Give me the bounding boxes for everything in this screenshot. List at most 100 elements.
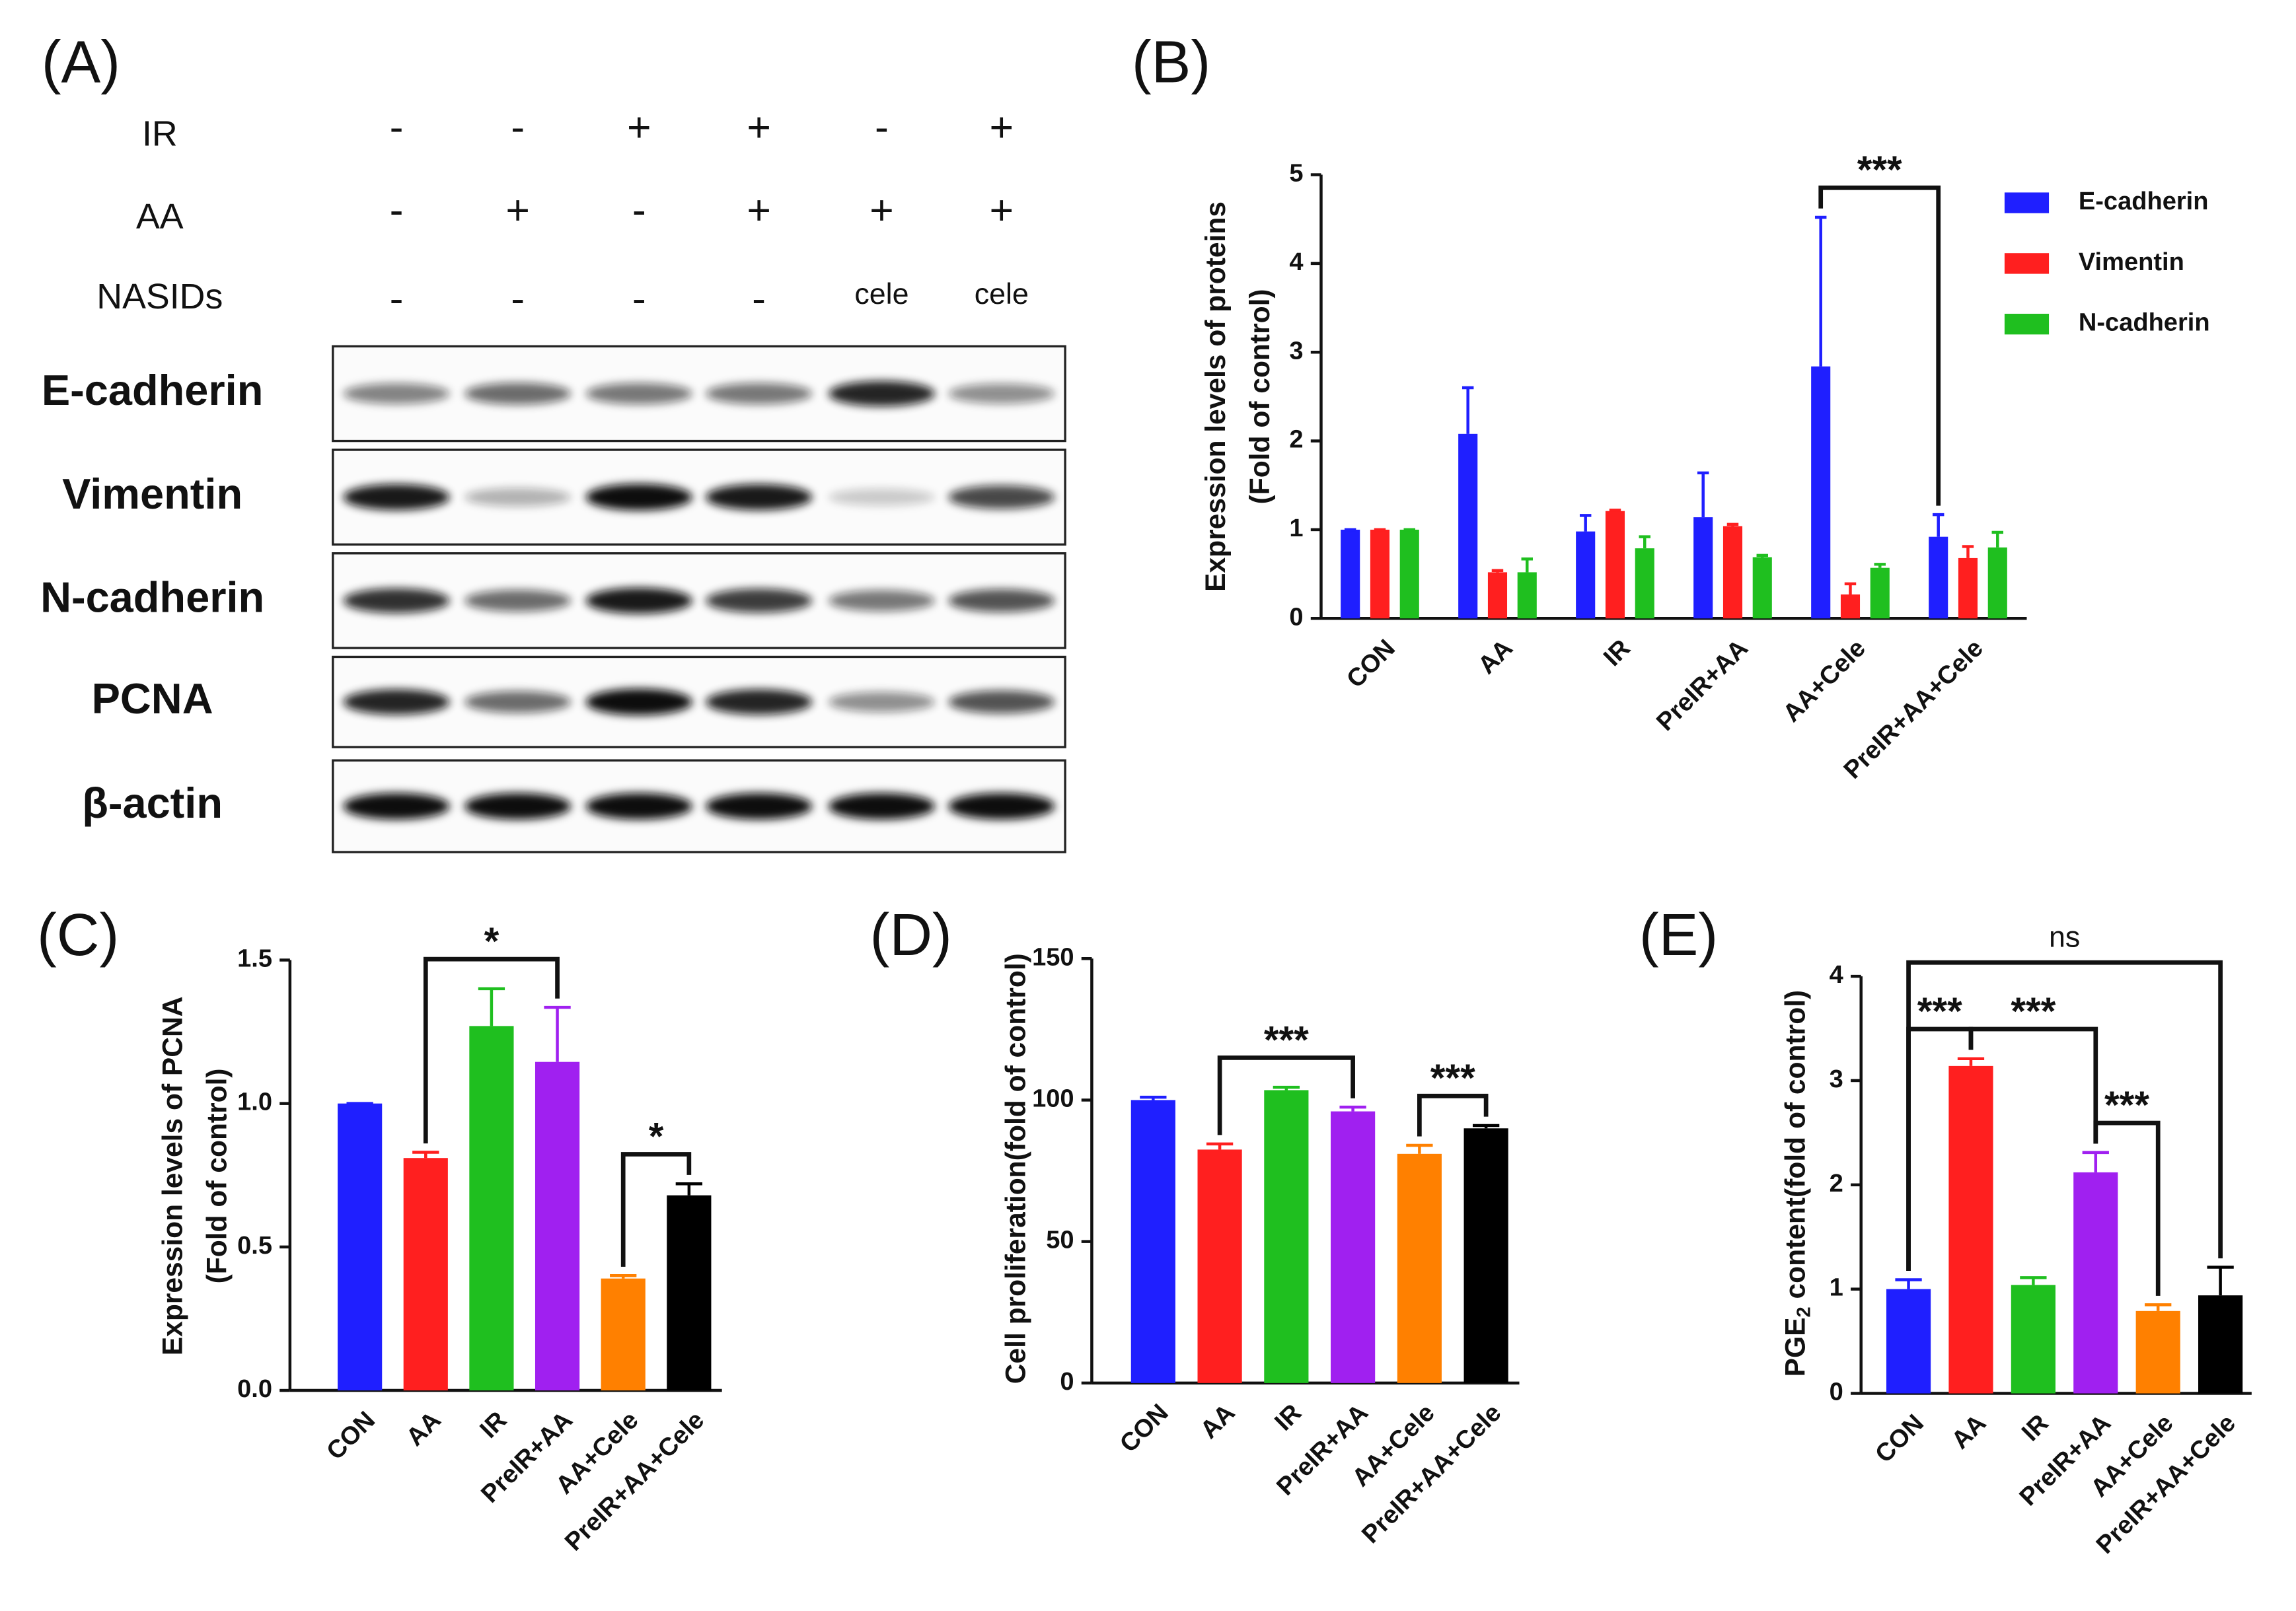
blot-band (948, 690, 1055, 714)
y-axis-label: Cell proliferation(fold of control) (1000, 953, 1032, 1384)
blot-band (464, 382, 572, 405)
treatment-sign: - (511, 276, 525, 322)
bar (1929, 536, 1948, 619)
y-tick-label: 5 (1289, 160, 1303, 188)
treatment-sign: - (875, 104, 889, 151)
treatment-sign: + (870, 187, 894, 233)
legend-label: E-cadherin (2079, 188, 2209, 215)
blot-box (332, 345, 1066, 443)
bar (1635, 548, 1654, 619)
y-tick-label: 50 (1046, 1227, 1074, 1254)
bar (1752, 557, 1772, 619)
y-tick-label: 1.0 (237, 1089, 272, 1116)
significance-bracket (1417, 1093, 1489, 1137)
blot-band (828, 590, 936, 612)
y-axis-label: Expression levels of proteins (1200, 201, 1232, 592)
y-axis-label: (Fold of control) (1244, 289, 1276, 504)
significance-bracket (1968, 1026, 2098, 1144)
protein-label: E-cadherin (42, 366, 264, 414)
bar (1370, 529, 1390, 619)
blot-band (948, 589, 1055, 612)
bar (1487, 572, 1508, 619)
bar (1605, 511, 1625, 619)
treatment-sign: + (505, 187, 530, 233)
blot-band (343, 689, 450, 715)
blot-band (585, 793, 692, 820)
y-axis-label-subscript: 2 (1793, 1307, 1814, 1317)
bar (1463, 1128, 1508, 1383)
bar (1722, 526, 1743, 619)
blot-band (464, 691, 572, 713)
treatment-sign: cele (975, 277, 1029, 310)
y-axis-label: Expression levels of PCNA (157, 997, 188, 1356)
bar (469, 1026, 514, 1391)
bar (2011, 1285, 2055, 1394)
bar (1576, 531, 1596, 619)
bar (2198, 1295, 2243, 1394)
y-tick-label: 3 (1830, 1065, 1843, 1093)
treatment-sign: - (632, 187, 646, 233)
bar (1341, 529, 1360, 619)
bar (1693, 517, 1713, 619)
treatment-sign: - (511, 104, 525, 151)
blot-band (948, 383, 1055, 404)
y-tick-label: 0.5 (237, 1232, 272, 1260)
panel-label: (D) (870, 902, 952, 968)
blot-band (343, 383, 450, 404)
significance-bracket (1217, 1056, 1355, 1135)
bar (1264, 1090, 1309, 1383)
blot-band (343, 793, 450, 820)
significance-bracket (1818, 185, 1941, 506)
blot-band (343, 483, 450, 511)
treatment-sign: - (390, 187, 404, 233)
treatment-sign: + (627, 104, 651, 151)
significance-label: ns (2049, 920, 2080, 953)
blot-band (585, 382, 692, 405)
bar (1458, 433, 1478, 619)
blot-box (332, 448, 1066, 546)
y-tick-label: 3 (1289, 337, 1303, 365)
bar (403, 1158, 448, 1391)
bar (1399, 529, 1419, 619)
blot-band (343, 588, 450, 614)
blot-band (585, 587, 692, 614)
legend-label: N-cadherin (2079, 309, 2210, 337)
bar (1958, 557, 1978, 619)
blot-band (706, 483, 813, 511)
blot-box (332, 759, 1066, 853)
blot-band (585, 688, 692, 715)
significance-label: *** (1264, 1019, 1309, 1061)
y-axis-label: PGE2 content(fold of control) (1780, 990, 1815, 1377)
treatment-sign: + (990, 104, 1014, 151)
y-tick-label: 100 (1032, 1085, 1074, 1112)
bar (2135, 1310, 2180, 1394)
treatment-label: AA (136, 197, 184, 236)
treatment-sign: + (747, 104, 771, 151)
blot-band (464, 487, 572, 507)
blot-band (948, 485, 1055, 509)
treatment-label: NASIDs (96, 277, 223, 316)
blot-band (828, 692, 936, 712)
significance-bracket (423, 956, 560, 1144)
bar (338, 1103, 383, 1391)
bar (1840, 594, 1861, 619)
y-axis-label-part: PGE (1780, 1318, 1812, 1377)
blot-band (706, 793, 813, 820)
legend-swatch (2004, 253, 2050, 274)
protein-label: N-cadherin (40, 573, 264, 622)
blot-band (585, 483, 692, 511)
significance-bracket (1906, 960, 2223, 1271)
blot-band (828, 488, 936, 506)
y-tick-label: 0 (1060, 1368, 1074, 1396)
protein-label: Vimentin (62, 470, 242, 518)
panel-label: (A) (42, 29, 120, 95)
treatment-label: IR (142, 114, 178, 154)
blot-band (464, 793, 572, 820)
panel-label: (E) (1639, 902, 1718, 968)
bar (1870, 567, 1890, 619)
treatment-sign: + (747, 187, 771, 233)
significance-label: *** (1430, 1057, 1475, 1100)
treatment-sign: - (752, 276, 766, 322)
legend-label: Vimentin (2079, 248, 2184, 276)
